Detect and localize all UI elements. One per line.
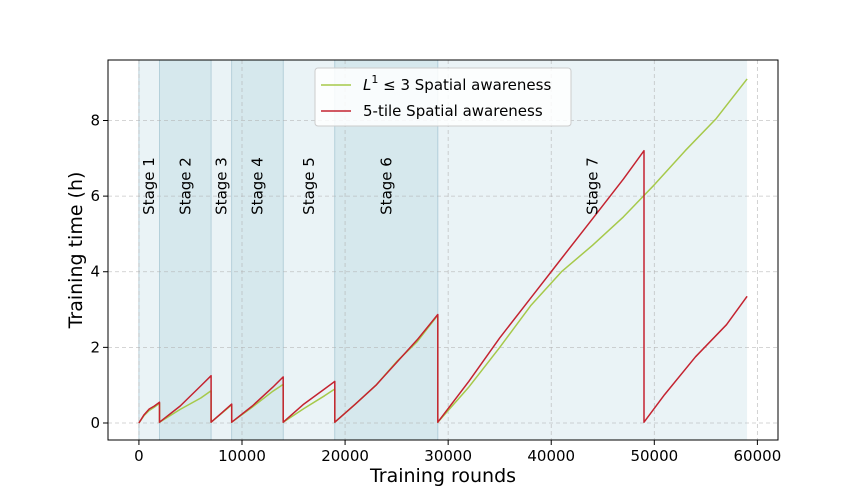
stage-label: Stage 1 <box>140 157 158 215</box>
x-tick-label: 40000 <box>527 447 575 465</box>
series-line <box>138 149 748 424</box>
x-tick-label: 0 <box>134 447 144 465</box>
plot-frame <box>107 59 779 441</box>
series-lines <box>138 78 748 424</box>
series-2 <box>138 149 748 424</box>
stage-label: Stage 4 <box>248 157 266 215</box>
x-tick-label: 60000 <box>734 447 782 465</box>
x-axis-ticks: 0 10000 20000 30000 40000 50000 60000 <box>134 440 781 465</box>
stage-band <box>211 60 232 440</box>
stage-label: Stage 6 <box>377 157 395 215</box>
stage-band <box>138 60 160 440</box>
legend-box <box>314 67 572 127</box>
legend: L1 ≤ 3 Spatial awareness 5-tile Spatial a… <box>314 67 572 127</box>
x-tick-label: 30000 <box>424 447 472 465</box>
y-tick-label: 8 <box>90 111 100 129</box>
y-tick-label: 6 <box>90 187 100 205</box>
stage-labels: Stage 1 Stage 2 Stage 3 Stage 4 Stage 5 Stage… <box>140 157 601 215</box>
y-tick-label: 4 <box>90 263 100 281</box>
y-axis-label: Training time (h) <box>65 172 87 330</box>
x-tick-label: 10000 <box>218 447 266 465</box>
stage-band <box>159 60 212 440</box>
series-line <box>138 78 748 424</box>
y-tick-label: 0 <box>90 414 100 432</box>
y-tick-label: 2 <box>90 338 100 356</box>
series-1 <box>138 78 748 424</box>
legend-entry: 5-tile Spatial awareness <box>363 102 543 120</box>
stage-label: Stage 7 <box>583 157 601 215</box>
stage-label: Stage 2 <box>176 157 194 215</box>
y-axis-ticks: 0 2 4 6 8 <box>90 111 108 432</box>
x-axis-label: Training rounds <box>369 465 516 487</box>
x-tick-label: 50000 <box>630 447 678 465</box>
stage-label: Stage 5 <box>300 157 318 215</box>
stage-label: Stage 3 <box>212 157 230 215</box>
legend-entry: L1 ≤ 3 Spatial awareness <box>363 73 551 94</box>
stage-band <box>231 60 284 440</box>
x-tick-label: 20000 <box>321 447 369 465</box>
